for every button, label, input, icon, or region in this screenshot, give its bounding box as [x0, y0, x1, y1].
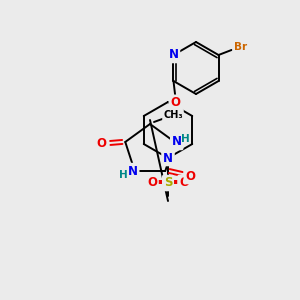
- Text: H: H: [182, 134, 190, 144]
- Text: N: N: [172, 136, 182, 148]
- Text: O: O: [147, 176, 157, 190]
- Text: N: N: [169, 49, 178, 62]
- Text: Br: Br: [234, 42, 247, 52]
- Text: O: O: [96, 137, 106, 151]
- Text: H: H: [119, 170, 128, 180]
- Text: O: O: [170, 97, 181, 110]
- Text: O: O: [185, 169, 195, 182]
- Text: CH₃: CH₃: [163, 110, 183, 120]
- Text: O: O: [179, 176, 189, 190]
- Text: N: N: [163, 152, 173, 164]
- Text: O: O: [170, 97, 181, 110]
- Text: N: N: [128, 164, 138, 178]
- Text: S: S: [164, 176, 172, 190]
